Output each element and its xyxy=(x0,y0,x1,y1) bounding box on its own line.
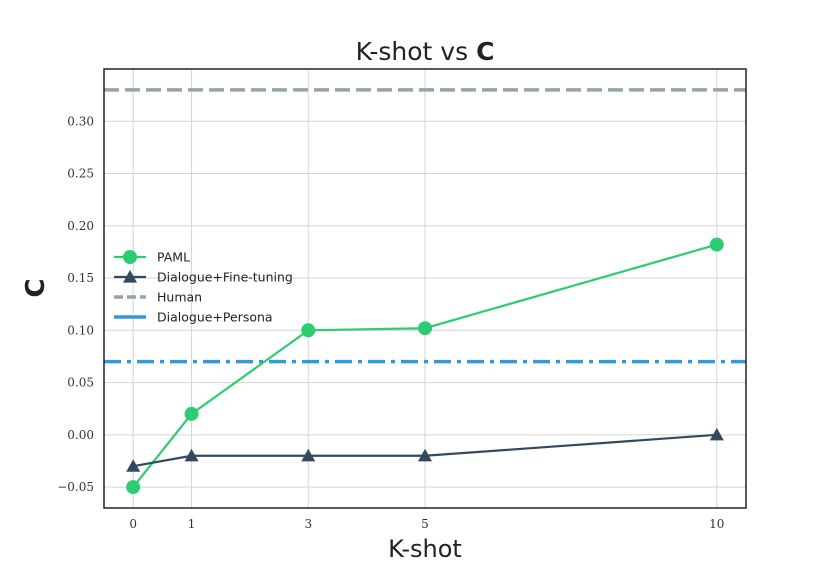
paml-point xyxy=(301,323,316,338)
y-tick-label: 0.30 xyxy=(67,114,94,128)
x-tick-label: 5 xyxy=(421,517,429,531)
legend-item-paml: PAML xyxy=(114,250,190,265)
dialogue-fine-tuning-point xyxy=(709,427,724,441)
dialogue-fine-tuning-point xyxy=(126,459,141,472)
y-tick-label: 0.20 xyxy=(67,219,94,233)
plot-frame xyxy=(103,68,747,509)
legend-item-human: Human xyxy=(114,290,202,305)
y-tick-label: 0.25 xyxy=(67,167,94,181)
chart-title: K-shot vs C xyxy=(356,37,495,66)
dialogue-fine-tuning-point xyxy=(418,448,432,462)
chart-title-prefix: K-shot vs xyxy=(356,37,476,66)
legend-label: Dialogue+Persona xyxy=(157,310,273,325)
grid xyxy=(104,69,746,508)
legend-item-dialogue-persona: Dialogue+Persona xyxy=(114,310,273,325)
x-tick-label: 3 xyxy=(304,517,312,531)
x-tick-label: 1 xyxy=(188,517,196,531)
legend-marker xyxy=(123,250,137,264)
legend: PAML Dialogue+Fine-tuning Human Dialogue+Pe… xyxy=(114,250,293,325)
y-axis-label: C xyxy=(21,278,51,297)
y-tick-labels: −0.05 0.00 0.05 0.10 0.15 0.20 0.25 0.30 xyxy=(57,114,94,494)
y-tick-label: −0.05 xyxy=(57,480,94,494)
paml-point xyxy=(418,321,432,336)
paml-point xyxy=(184,406,199,421)
x-axis-label: K-shot xyxy=(388,535,462,563)
y-tick-label: 0.10 xyxy=(67,323,94,337)
y-tick-label: 0.05 xyxy=(67,376,94,390)
x-tick-labels: 0 1 3 5 10 xyxy=(129,517,724,531)
legend-item-dialogue-fine-tuning: Dialogue+Fine-tuning xyxy=(114,270,293,285)
legend-label: Dialogue+Fine-tuning xyxy=(157,270,293,285)
chart-title-bold: C xyxy=(476,37,494,66)
paml-point xyxy=(709,237,724,252)
legend-marker xyxy=(123,270,137,283)
y-tick-label: 0.15 xyxy=(67,271,94,285)
reference-lines xyxy=(104,88,746,364)
dialogue-fine-tuning-point xyxy=(184,448,199,462)
y-tick-label: 0.00 xyxy=(67,428,94,442)
legend-label: PAML xyxy=(157,250,190,265)
paml-point xyxy=(126,480,141,495)
series-lines xyxy=(126,237,724,495)
dialogue-fine-tuning-point xyxy=(301,448,316,462)
x-tick-label: 10 xyxy=(709,517,724,531)
legend-label: Human xyxy=(157,290,202,305)
x-tick-label: 0 xyxy=(129,517,137,531)
